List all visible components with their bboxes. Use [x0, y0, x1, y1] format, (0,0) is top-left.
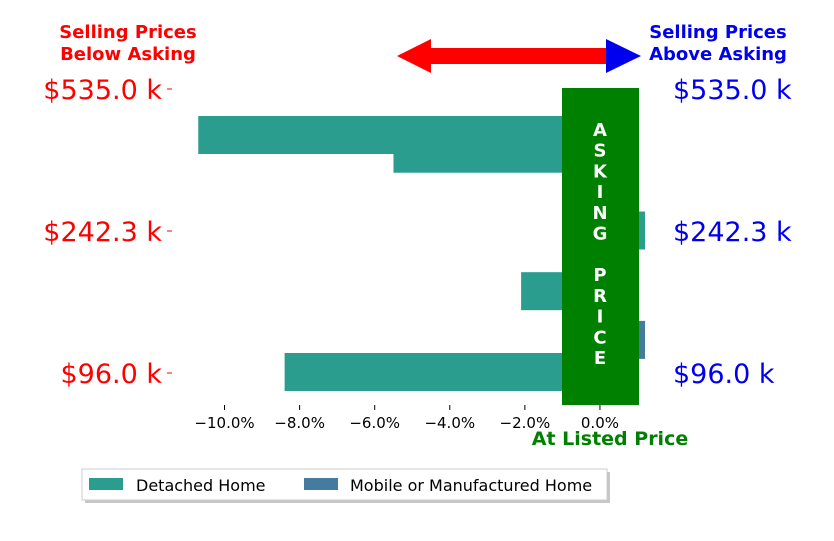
left-price-label: $96.0 k — [60, 359, 162, 390]
at-listed-price-label: At Listed Price — [532, 428, 688, 450]
legend-swatch-detached — [89, 478, 123, 490]
above-header-line1: Selling Prices — [649, 22, 786, 43]
x-tick-label: −4.0% — [424, 414, 475, 432]
banner-letter: P — [593, 265, 606, 286]
banner-letter: C — [593, 327, 606, 348]
left-price-labels: $535.0 k $242.3 k $96.0 k — [43, 75, 172, 390]
x-tick-label: −8.0% — [274, 414, 325, 432]
left-price-label: $242.3 k — [43, 217, 162, 248]
above-header-line2: Above Asking — [649, 44, 787, 65]
banner-letter: R — [593, 286, 607, 307]
x-axis: −10.0% −8.0% −6.0% −4.0% −2.0% 0.0% — [194, 405, 619, 432]
legend: Detached Home Mobile or Manufactured Hom… — [81, 468, 610, 503]
x-tick-label: −2.0% — [500, 414, 551, 432]
left-price-label: $535.0 k — [43, 75, 162, 106]
right-price-label: $96.0 k — [673, 359, 775, 390]
banner-letter: E — [594, 348, 606, 369]
right-price-label: $242.3 k — [673, 217, 792, 248]
double-arrow-icon — [397, 39, 641, 73]
banner-letter: N — [592, 203, 607, 224]
below-header-line2: Below Asking — [60, 44, 196, 65]
legend-swatch-mobile — [304, 478, 338, 490]
banner-letter: K — [593, 161, 608, 182]
right-price-label: $535.0 k — [673, 75, 792, 106]
banner-letter: S — [594, 141, 607, 162]
banner-letter: A — [593, 120, 607, 141]
banner-letter: G — [593, 224, 608, 245]
below-header-line1: Selling Prices — [59, 22, 196, 43]
x-tick-label: −6.0% — [349, 414, 400, 432]
legend-label-mobile: Mobile or Manufactured Home — [350, 476, 592, 495]
x-tick-label: 0.0% — [581, 414, 619, 432]
right-price-labels: $535.0 k $242.3 k $96.0 k — [673, 75, 792, 390]
bar-detached-4 — [284, 353, 600, 391]
banner-letter: I — [597, 307, 604, 328]
banner-letter: I — [597, 182, 604, 203]
legend-label-detached: Detached Home — [136, 476, 266, 495]
x-tick-label: −10.0% — [194, 414, 254, 432]
